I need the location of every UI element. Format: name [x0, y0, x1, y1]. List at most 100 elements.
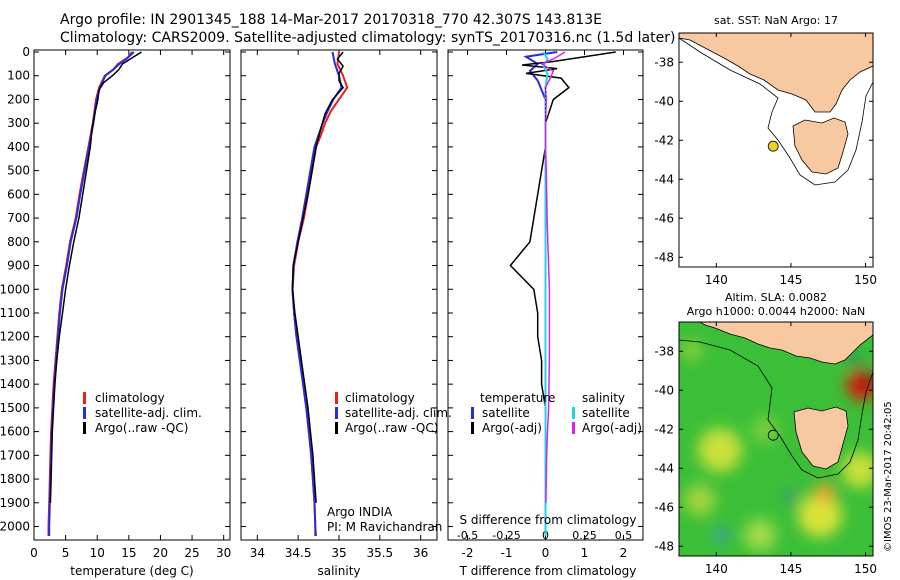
- legend-label-climatology: climatology: [95, 391, 165, 405]
- legend-label-s-satellite: satellite: [582, 406, 630, 420]
- sla-blob: [684, 484, 716, 516]
- lat-tick-label: -44: [654, 461, 674, 475]
- depth-tick-label: 500: [7, 164, 30, 178]
- depth-tick-label: 1300: [0, 353, 30, 367]
- sst-shelf-contour: [679, 37, 873, 186]
- header-line-2: Climatology: CARS2009. Satellite-adjuste…: [60, 30, 675, 46]
- sla-blob: [815, 483, 835, 503]
- x-tick-label: 36: [413, 546, 428, 560]
- sla-shelf-contour: [679, 339, 873, 479]
- difference-series: [509, 51, 616, 536]
- lon-tick-label: 145: [779, 562, 802, 576]
- series-line-climatology: [291, 51, 349, 537]
- legend-label-climatology: climatology: [345, 391, 415, 405]
- sst-lat-axis: -38 -40 -42 -44 -46 -48: [654, 55, 873, 264]
- legend-swatch-argo: [83, 422, 86, 434]
- imos-watermark: ©IMOS 23-Mar-2017 20:42:05: [883, 401, 894, 552]
- difference-legend: temperature satellite Argo(-adj) salinit…: [471, 391, 642, 435]
- x-tick-label: 5: [62, 546, 70, 560]
- s-diff-tick-label: -0.5: [457, 529, 478, 542]
- sla-blob: [798, 493, 842, 537]
- sla-map-subtitle: Argo h1000: 0.0044 h2000: NaN: [687, 305, 866, 318]
- argo-pi-label: PI: M Ravichandran: [327, 520, 442, 534]
- difference-panel: -2 -1 0 1 2-0.5 -0.25 0 0.25 0.5 T difference fr…: [447, 49, 644, 578]
- lat-tick-label: -48: [654, 539, 674, 553]
- legend-swatch-t-satellite: [471, 407, 474, 419]
- temperature-x-axis: 0 5 10 15 20 25 30: [30, 50, 231, 560]
- depth-tick-label: 200: [7, 92, 30, 106]
- series-line-argo: [49, 51, 142, 503]
- sla-tasmania-land: [793, 406, 849, 470]
- legend-swatch-satellite: [335, 407, 338, 419]
- depth-tick-label: 1000: [0, 282, 30, 296]
- x-tick-label: 10: [90, 546, 105, 560]
- lon-tick-label: 140: [705, 273, 728, 287]
- x-tick-label: 35.5: [366, 546, 393, 560]
- x-tick-label: 0: [542, 546, 550, 560]
- sst-argo-float-marker: [767, 140, 779, 152]
- depth-tick-label: 400: [7, 140, 30, 154]
- sla-map-panel: Altim. SLA: 0.0082 Argo h1000: 0.0044 h2…: [654, 291, 877, 576]
- salinity-x-axis: 34 34.5 35 35.5 36: [250, 50, 428, 560]
- depth-tick-label: 0: [22, 45, 30, 59]
- sst-tasmania-land: [792, 117, 849, 175]
- series-line-satellite: [291, 51, 343, 536]
- lon-tick-label: 150: [854, 273, 877, 287]
- sla-blob: [744, 519, 776, 551]
- x-tick-label: 34: [250, 546, 265, 560]
- x-tick-label: 0: [30, 546, 38, 560]
- lat-tick-label: -40: [654, 383, 674, 397]
- lat-tick-label: -38: [654, 55, 674, 69]
- sst-map-content: [679, 33, 873, 186]
- depth-tick-label: 1700: [0, 448, 30, 462]
- salinity-panel: 34 34.5 35 35.5 36 salinity climatology sate…: [240, 49, 452, 578]
- sst-map-title: sat. SST: NaN Argo: 17: [714, 14, 838, 27]
- depth-tick-label: 300: [7, 116, 30, 130]
- sla-blob: [698, 428, 742, 472]
- series-line-argo: [509, 51, 616, 503]
- legend-swatch-argo: [335, 422, 338, 434]
- legend-label-t-satellite: satellite: [482, 406, 530, 420]
- difference-xlabel: T difference from climatology: [459, 564, 637, 578]
- sla-map-frame: [678, 321, 874, 557]
- sla-blob: [842, 452, 873, 488]
- lat-tick-label: -42: [654, 133, 674, 147]
- depth-tick-label: 900: [7, 259, 30, 273]
- legend-swatch-climatology: [83, 392, 86, 404]
- x-tick-label: 34.5: [285, 546, 312, 560]
- series-line-argo_s: [539, 51, 566, 503]
- depth-tick-label: 2000: [0, 520, 30, 534]
- depth-axis: 0 100 200 300 400 500 600 700 800 900 1000 1100 1200…: [0, 45, 230, 534]
- salinity-axes-frame: [240, 49, 438, 541]
- argo-program-label: Argo INDIA: [327, 505, 393, 519]
- series-line-satellite: [523, 51, 558, 536]
- depth-tick-label: 600: [7, 187, 30, 201]
- sla-lat-axis: -38 -40 -42 -44 -46 -48: [654, 344, 873, 553]
- depth-tick-label: 1500: [0, 401, 30, 415]
- legend-label-t-argo: Argo(-adj): [482, 421, 542, 435]
- salinity-xlabel: salinity: [317, 564, 360, 578]
- lon-tick-label: 150: [854, 562, 877, 576]
- x-tick-label: 25: [184, 546, 199, 560]
- lat-tick-label: -42: [654, 422, 674, 436]
- lon-tick-label: 140: [705, 562, 728, 576]
- lat-tick-label: -44: [654, 172, 674, 186]
- sst-map-panel: sat. SST: NaN Argo: 17 -38 -40 -42 -44 -46 -4…: [654, 14, 877, 287]
- lat-tick-label: -48: [654, 250, 674, 264]
- series-line-argo: [291, 51, 345, 503]
- depth-tick-label: 1800: [0, 472, 30, 486]
- sla-argo-float-marker: [767, 429, 779, 441]
- s-diff-tick-label: -0.25: [492, 529, 520, 542]
- sla-mainland-land: [699, 322, 873, 365]
- depth-tick-label: 1900: [0, 496, 30, 510]
- legend-swatch-climatology: [335, 392, 338, 404]
- sla-anomaly-field: [682, 340, 873, 551]
- depth-tick-label: 1200: [0, 330, 30, 344]
- temperature-axes-frame: [33, 49, 231, 541]
- sla-blob: [752, 417, 778, 443]
- lat-tick-label: -46: [654, 211, 674, 225]
- header-line-1: Argo profile: IN 2901345_188 14-Mar-2017…: [60, 12, 602, 28]
- temperature-panel: 0100200300400500600700800900100011001200…: [0, 45, 231, 578]
- x-tick-label: 2: [620, 546, 628, 560]
